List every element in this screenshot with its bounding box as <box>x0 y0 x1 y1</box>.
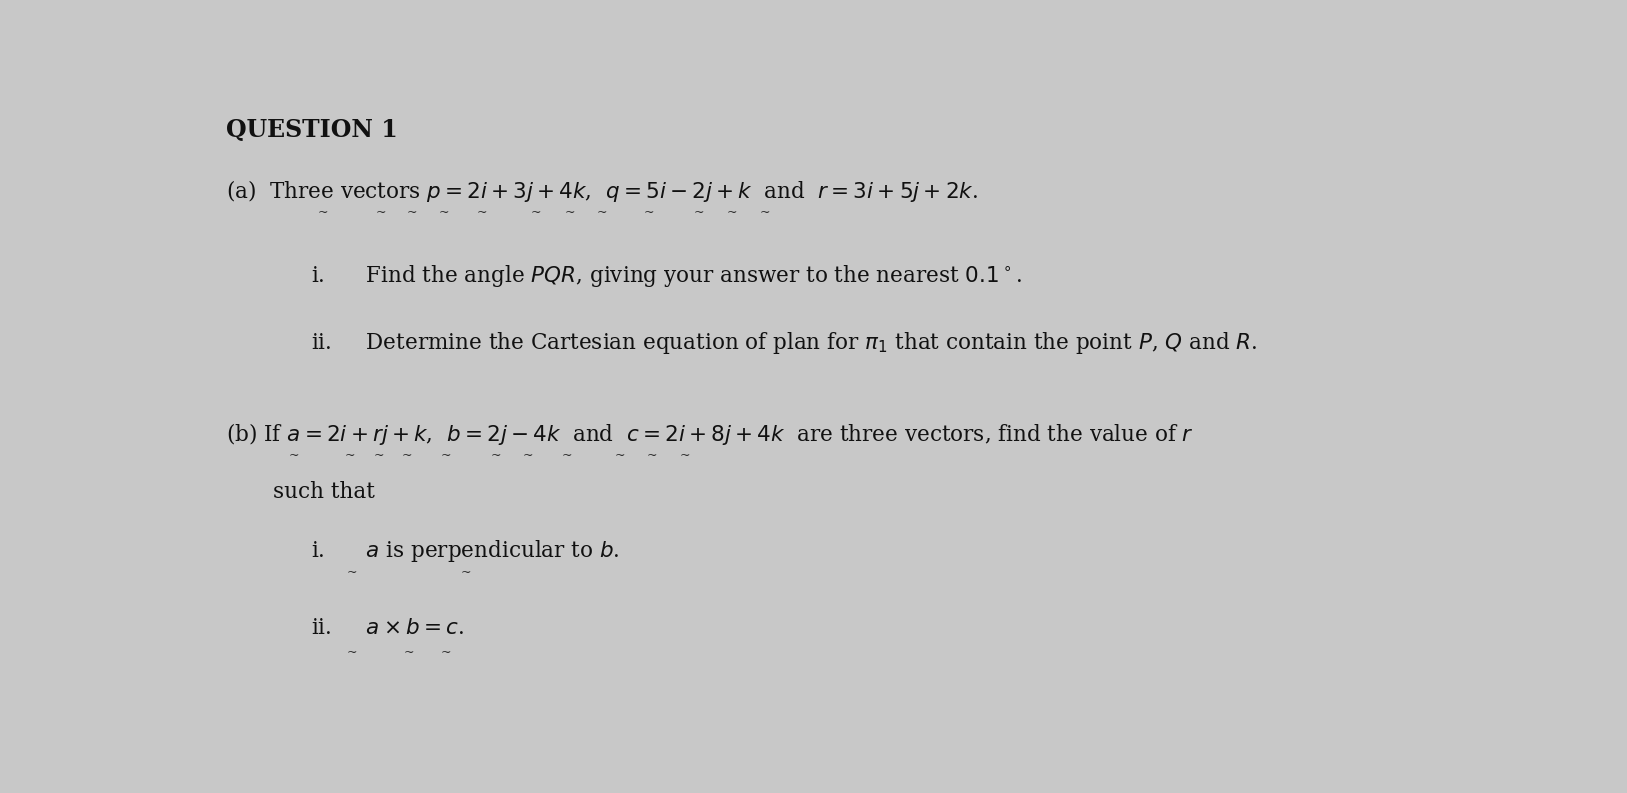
Text: ~: ~ <box>402 450 412 462</box>
Text: (b) If $a = 2i+rj+k$,  $b = 2j-4k$  and  $c = 2i+8j+4k$  are three vectors, find: (b) If $a = 2i+rj+k$, $b = 2j-4k$ and $c… <box>226 420 1194 446</box>
Text: ~: ~ <box>345 450 355 462</box>
Text: such that: such that <box>273 481 374 503</box>
Text: ~: ~ <box>290 450 299 462</box>
Text: ~: ~ <box>680 450 690 462</box>
Text: ii.     Determine the Cartesian equation of plan for $\pi_1$ that contain the po: ii. Determine the Cartesian equation of … <box>311 330 1258 356</box>
Text: ~: ~ <box>522 450 532 462</box>
Text: QUESTION 1: QUESTION 1 <box>226 118 399 143</box>
Text: ~: ~ <box>693 206 704 220</box>
Text: ~: ~ <box>347 566 358 580</box>
Text: ~: ~ <box>460 566 470 580</box>
Text: ~: ~ <box>648 450 657 462</box>
Text: ~: ~ <box>530 206 542 220</box>
Text: ~: ~ <box>376 206 386 220</box>
Text: (a)  Three vectors $p = 2i+3j+4k$,  $q = 5i-2j+k$  and  $r = 3i+5j+2k$.: (a) Three vectors $p = 2i+3j+4k$, $q = 5… <box>226 178 978 204</box>
Text: ii.     $a \times b = c$.: ii. $a \times b = c$. <box>311 617 464 639</box>
Text: ~: ~ <box>317 206 329 220</box>
Text: ~: ~ <box>565 206 576 220</box>
Text: ~: ~ <box>373 450 384 462</box>
Text: ~: ~ <box>597 206 607 220</box>
Text: ~: ~ <box>477 206 488 220</box>
Text: ~: ~ <box>441 450 451 462</box>
Text: ~: ~ <box>407 206 417 220</box>
Text: ~: ~ <box>615 450 625 462</box>
Text: i.      Find the angle $PQR$, giving your answer to the nearest $0.1^\circ$.: i. Find the angle $PQR$, giving your ans… <box>311 263 1022 289</box>
Text: ~: ~ <box>439 206 449 220</box>
Text: ~: ~ <box>491 450 501 462</box>
Text: ~: ~ <box>403 646 415 659</box>
Text: ~: ~ <box>561 450 571 462</box>
Text: ~: ~ <box>726 206 737 220</box>
Text: ~: ~ <box>441 646 451 659</box>
Text: i.      $a$ is perpendicular to $b$.: i. $a$ is perpendicular to $b$. <box>311 538 620 564</box>
Text: ~: ~ <box>760 206 770 220</box>
Text: ~: ~ <box>347 646 358 659</box>
Text: ~: ~ <box>643 206 654 220</box>
